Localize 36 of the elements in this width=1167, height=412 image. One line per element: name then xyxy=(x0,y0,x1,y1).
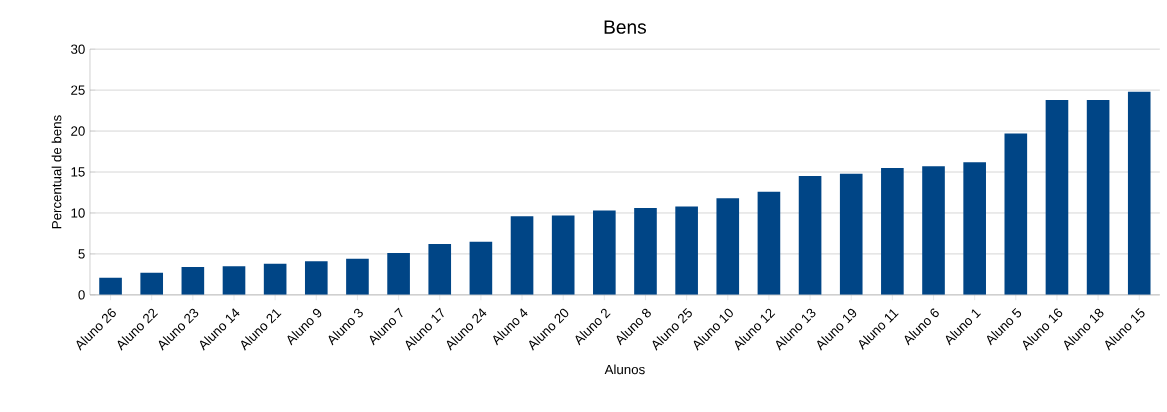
bar xyxy=(798,176,822,295)
y-tick-label: 25 xyxy=(71,85,85,95)
bar xyxy=(181,266,205,295)
bar xyxy=(346,258,369,295)
bar xyxy=(1127,91,1151,295)
y-tick-label: 20 xyxy=(71,126,85,136)
bar xyxy=(469,241,493,295)
chart-title: Bens xyxy=(604,20,647,34)
bar xyxy=(222,266,246,295)
bar xyxy=(428,244,452,295)
bar xyxy=(263,263,287,295)
bar xyxy=(1045,99,1069,295)
bar xyxy=(675,206,698,295)
x-axis-title: Alunos xyxy=(604,364,645,375)
bar xyxy=(922,166,945,295)
y-tick-label: 10 xyxy=(71,208,85,218)
bar xyxy=(387,253,410,295)
bar xyxy=(593,210,616,295)
bar xyxy=(510,216,534,295)
bar xyxy=(99,277,122,295)
bar xyxy=(304,261,328,295)
bar xyxy=(551,215,575,295)
y-axis-title: Percentual de bens xyxy=(51,115,62,229)
y-tick-label: 0 xyxy=(78,290,85,300)
y-tick-label: 5 xyxy=(78,249,85,259)
bar xyxy=(634,208,657,295)
bar xyxy=(963,162,986,295)
y-tick-label: 15 xyxy=(71,167,85,177)
bar xyxy=(140,272,164,295)
bar xyxy=(1004,133,1028,295)
bar xyxy=(839,173,863,295)
bar xyxy=(1086,99,1110,295)
bar xyxy=(716,198,740,295)
bar xyxy=(757,191,781,295)
y-tick-label: 30 xyxy=(71,44,85,54)
bar xyxy=(881,167,904,295)
